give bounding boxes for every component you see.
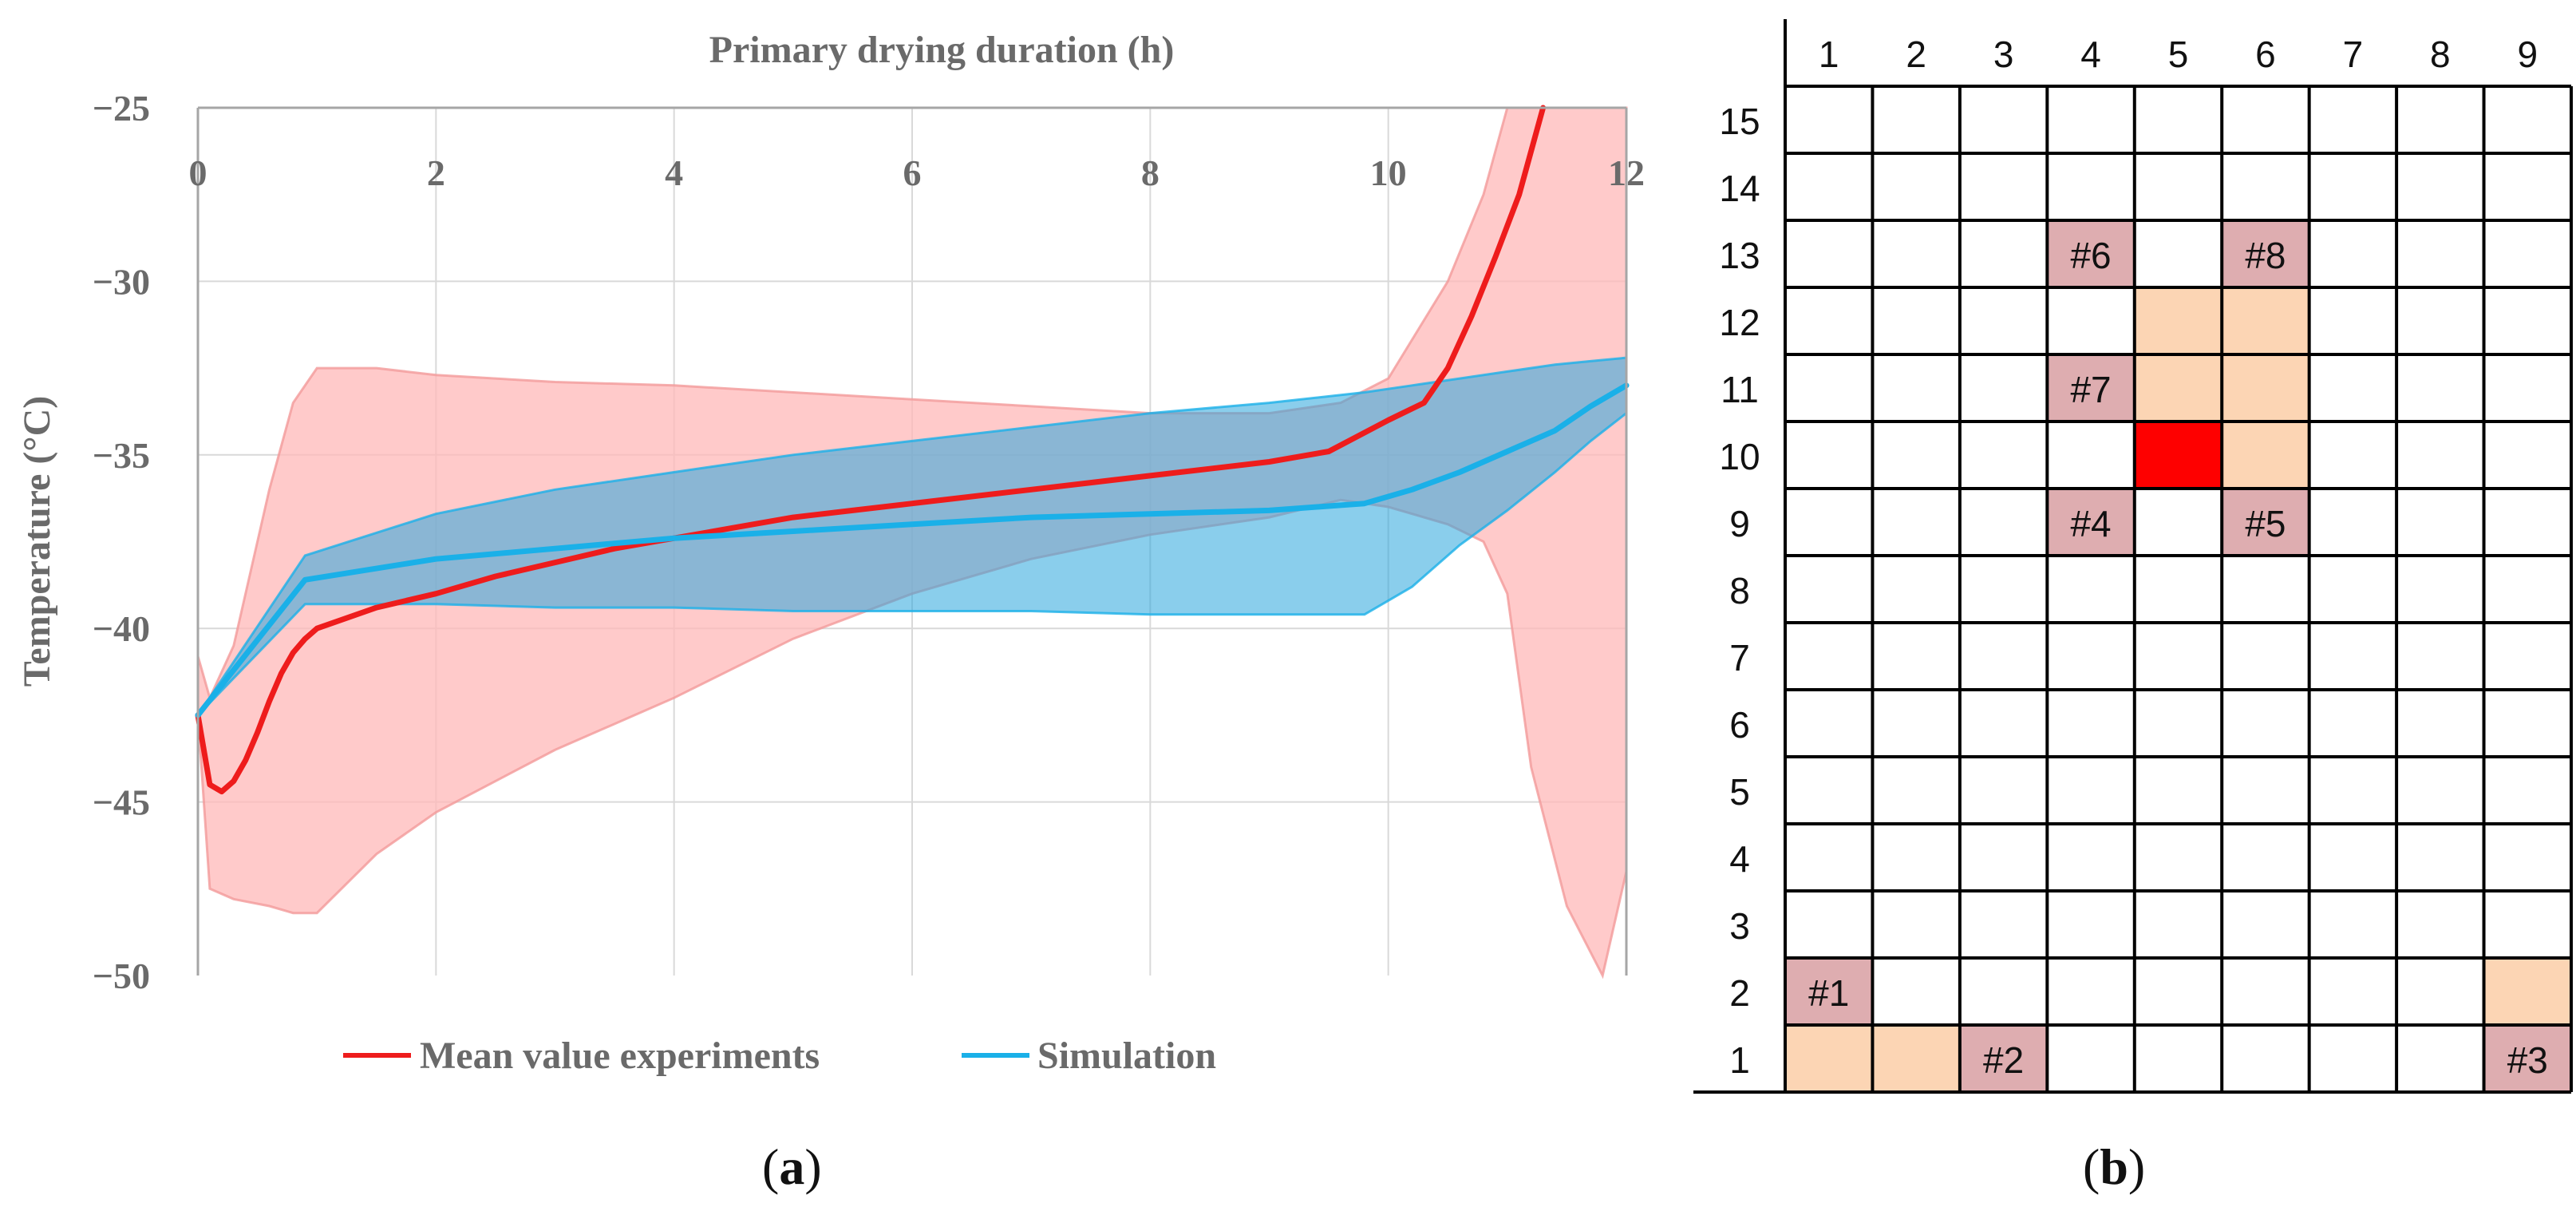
row-header-8: 8	[1729, 570, 1750, 611]
row-header-7: 7	[1729, 637, 1750, 679]
row-header-4: 4	[1729, 838, 1750, 880]
cell-fill-c6-r9	[2222, 489, 2309, 556]
cell-fill-c6-r11	[2222, 354, 2309, 421]
row-header-12: 12	[1719, 302, 1760, 343]
x-tick-label-2: 2	[427, 152, 445, 193]
cell-fill-c6-r10	[2222, 421, 2309, 489]
cell-fill-c3-r1	[1959, 1025, 2048, 1092]
cell-fill-c2-r1	[1872, 1025, 1960, 1092]
cell-fill-c5-r10	[2134, 421, 2222, 489]
grid-lines	[1693, 19, 2573, 1094]
y-tick-label-4: −45	[93, 782, 150, 823]
cell-fill-c6-r13	[2222, 220, 2309, 287]
series-line-1	[195, 382, 1630, 718]
row-header-3: 3	[1729, 905, 1750, 947]
row-header-14: 14	[1719, 168, 1760, 209]
column-header-5: 5	[2168, 34, 2189, 75]
row-header-10: 10	[1719, 436, 1760, 477]
cell-label-c4-r13: #6	[2070, 235, 2111, 276]
x-tick-label-8: 8	[1141, 152, 1160, 193]
x-tick-label-0: 0	[189, 152, 207, 193]
x-axis-title: Primary drying duration (h)	[709, 29, 1175, 71]
row-header-15: 15	[1719, 101, 1760, 142]
y-tick-label-1: −30	[93, 261, 150, 302]
row-header-6: 6	[1729, 704, 1750, 746]
cell-fill-c6-r12	[2222, 287, 2309, 354]
cell-label-c1-r2: #1	[1808, 972, 1849, 1014]
y-tick-label-5: −50	[93, 956, 150, 996]
cell-fill-c1-r1	[1785, 1025, 1873, 1092]
cell-label-c6-r9: #5	[2245, 503, 2286, 544]
cell-label-c4-r9: #4	[2070, 503, 2111, 544]
column-header-2: 2	[1906, 34, 1926, 75]
y-tick-label-3: −40	[93, 608, 150, 649]
line-chart: 0 2 4 6 8 10 12 −25 −30 −35 −40 −45 −50 Primary dryi…	[16, 29, 1645, 1077]
row-header-11: 11	[1721, 369, 1759, 410]
row-header-5: 5	[1729, 771, 1750, 813]
row-header-2: 2	[1729, 972, 1750, 1014]
column-header-9: 9	[2517, 34, 2538, 75]
column-header-1: 1	[1819, 34, 1839, 75]
row-header-13: 13	[1719, 235, 1760, 276]
column-header-8: 8	[2430, 34, 2451, 75]
cell-label-c9-r1: #3	[2507, 1039, 2548, 1081]
panel-label-b: (b)	[2083, 1138, 2146, 1195]
cell-fill-c9-r2	[2483, 958, 2571, 1025]
column-header-6: 6	[2255, 34, 2276, 75]
x-tick-label-6: 6	[903, 152, 922, 193]
legend-label-simulation: Simulation	[1037, 1035, 1216, 1077]
cell-fill-c5-r11	[2134, 354, 2222, 421]
column-header-4: 4	[2080, 34, 2101, 75]
chart-tick-labels: 0 2 4 6 8 10 12 −25 −30 −35 −40 −45 −50	[93, 88, 1645, 996]
row-header-1: 1	[1729, 1039, 1750, 1081]
panel-label-a: (a)	[762, 1138, 822, 1195]
y-tick-label-2: −35	[93, 435, 150, 476]
series-line-0	[195, 105, 1547, 795]
cell-fill-c4-r9	[2047, 489, 2135, 556]
chart-axes	[196, 106, 1628, 976]
chart-legend: Mean value experiments Simulation	[343, 1035, 1216, 1077]
y-axis-title: Temperature (°C)	[16, 396, 58, 687]
grid-cell-fills	[1785, 220, 2571, 1092]
cell-label-c3-r1: #2	[1983, 1039, 2024, 1081]
cell-label-c4-r11: #7	[2070, 369, 2111, 410]
cell-fill-c4-r13	[2047, 220, 2135, 287]
cell-fill-c1-r2	[1785, 958, 1873, 1025]
x-tick-label-10: 10	[1370, 152, 1407, 193]
cell-fill-c9-r1	[2483, 1025, 2571, 1092]
row-header-9: 9	[1729, 503, 1750, 544]
cell-fill-c5-r12	[2134, 287, 2222, 354]
cell-fill-c4-r11	[2047, 354, 2135, 421]
x-tick-label-12: 12	[1608, 152, 1645, 193]
cell-label-c6-r13: #8	[2245, 235, 2286, 276]
grid-cell-labels: #6 #8 #7 #4 #5 #1 #2 #3	[1808, 235, 2548, 1081]
y-tick-label-0: −25	[93, 88, 150, 129]
chart-series-lines	[195, 105, 1630, 795]
column-header-3: 3	[1993, 34, 2014, 75]
column-header-7: 7	[2343, 34, 2364, 75]
legend-label-mean: Mean value experiments	[420, 1035, 820, 1077]
x-tick-label-4: 4	[665, 152, 683, 193]
